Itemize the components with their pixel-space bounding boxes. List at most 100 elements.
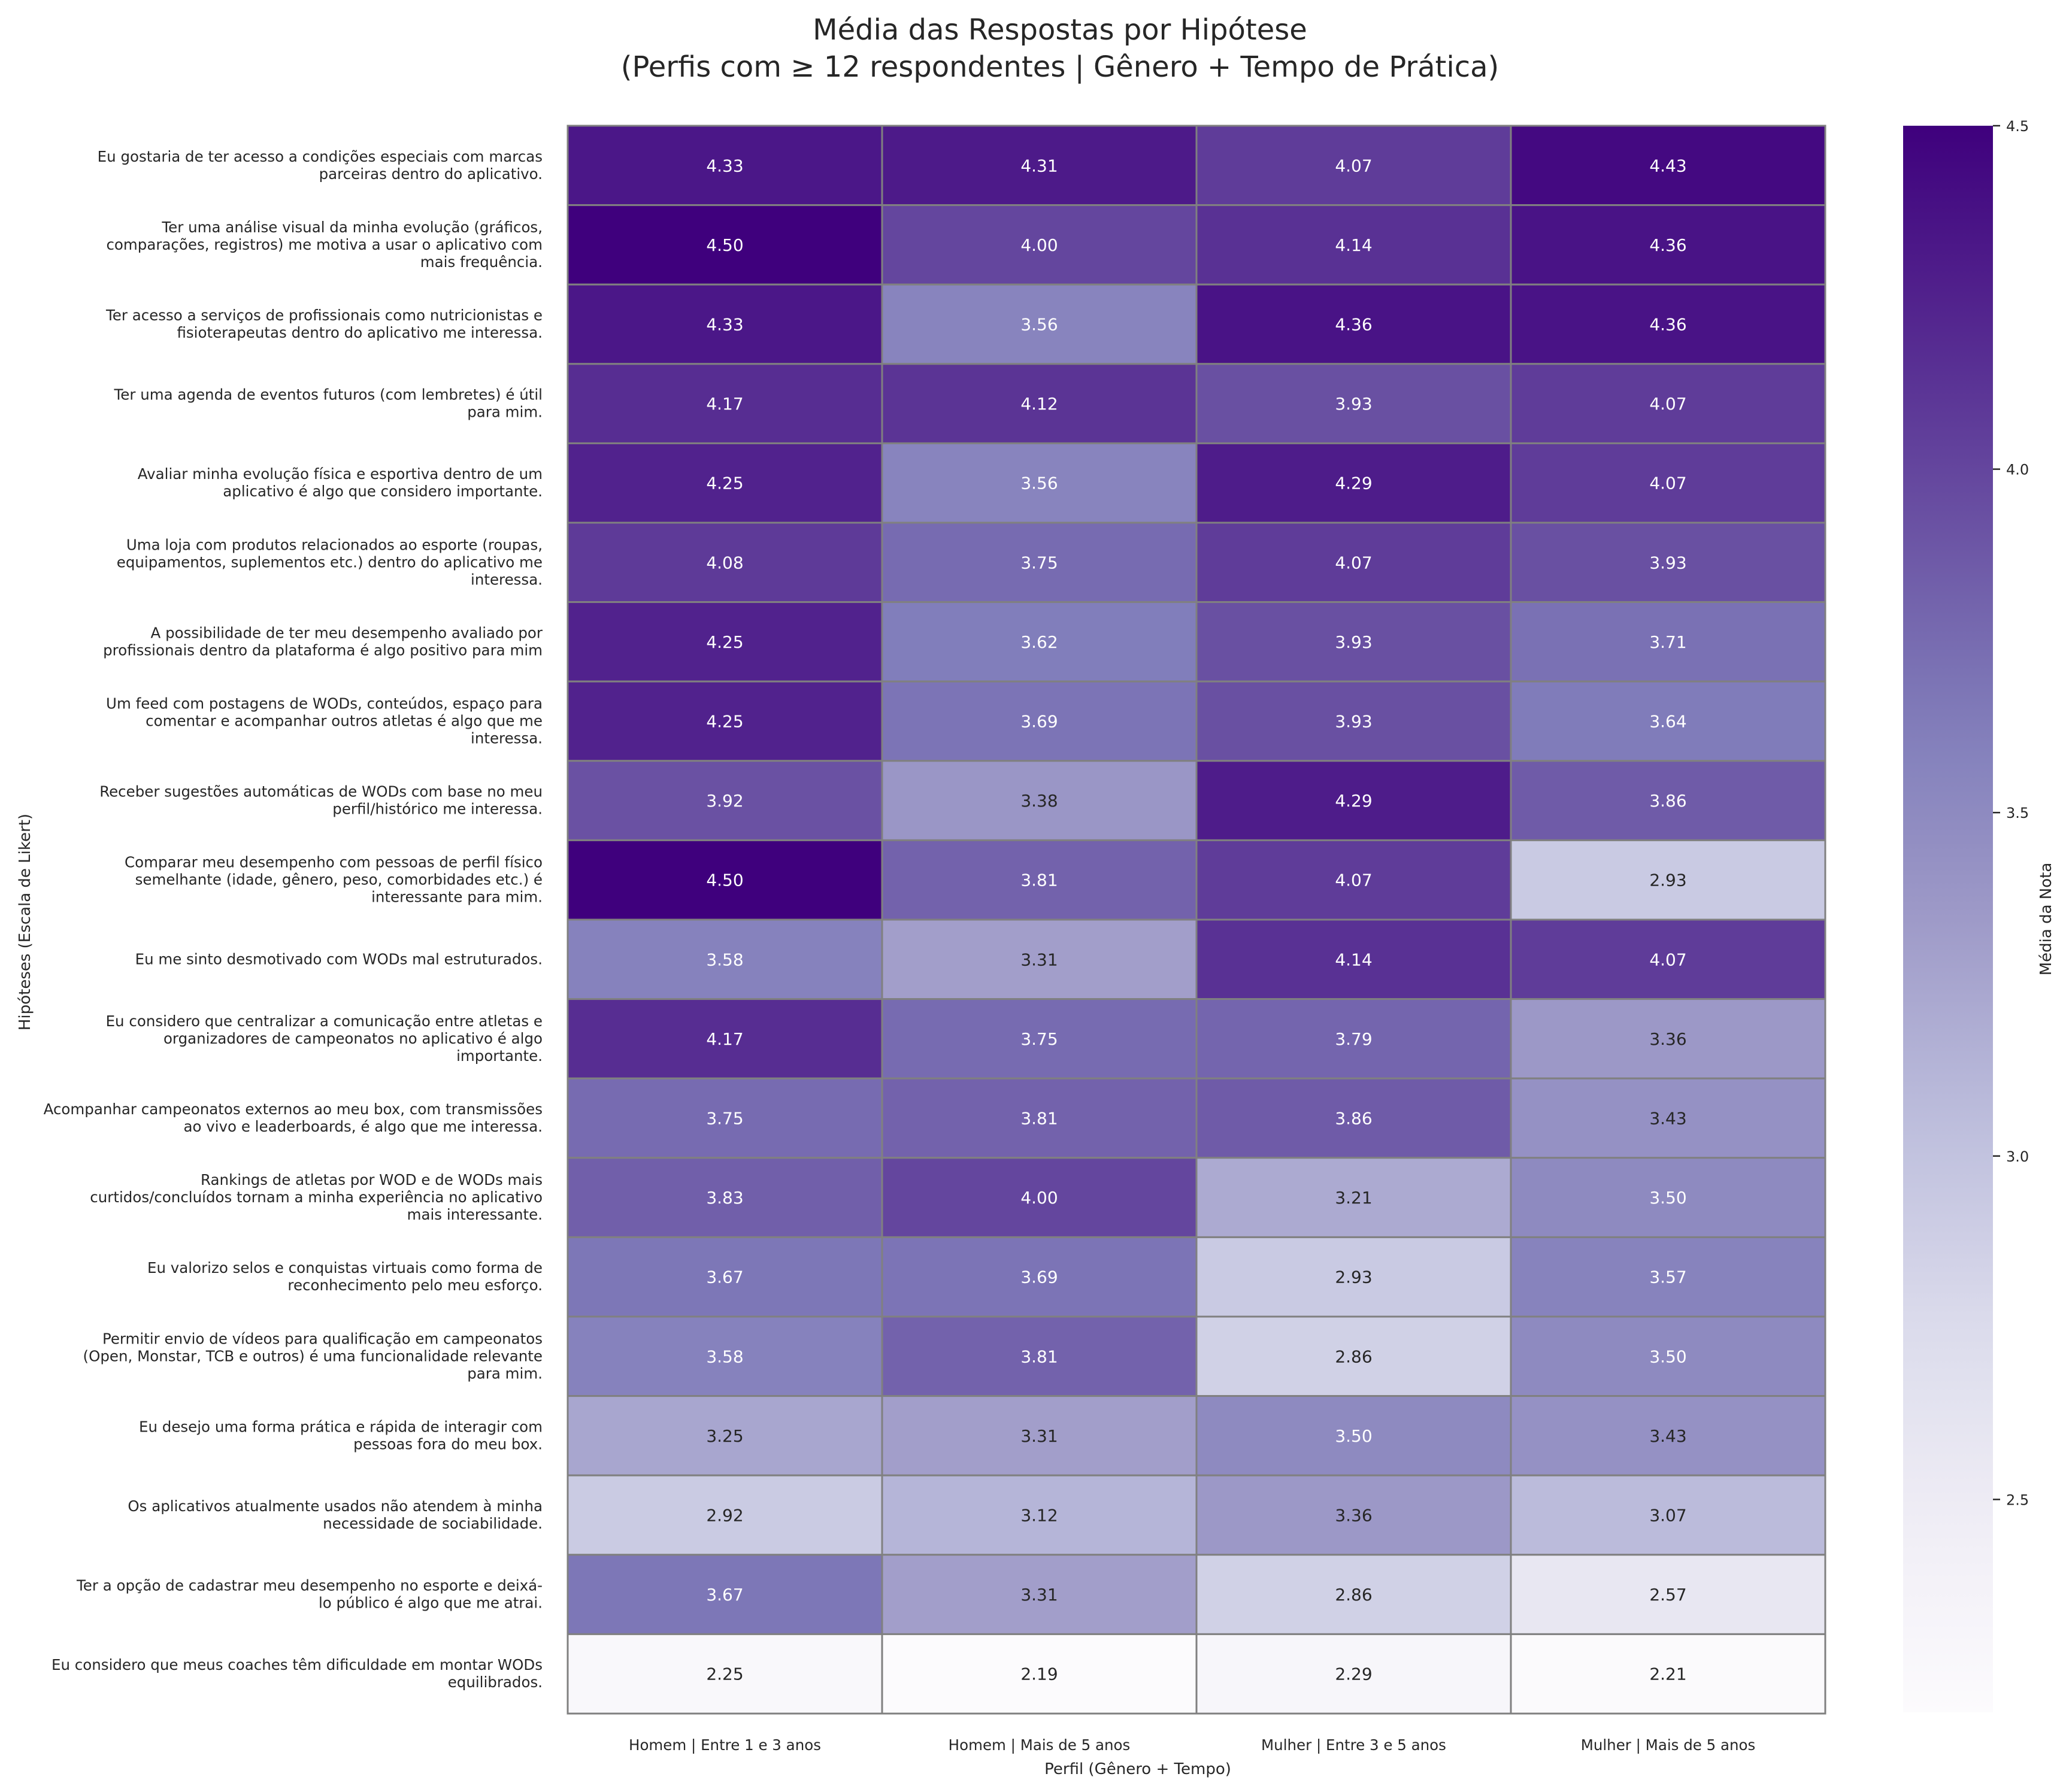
- colorbar-tick-label: 4.0: [2006, 462, 2029, 478]
- heatmap-cell: [1195, 1633, 1512, 1715]
- cell-value-label: 4.07: [1649, 394, 1686, 414]
- cell-value-label: 4.07: [1335, 553, 1372, 572]
- cell-value-label: 3.56: [1020, 474, 1058, 493]
- row-label: Ter acesso a serviços de profissionais c…: [105, 307, 543, 341]
- heatmap-cell: [1195, 1077, 1512, 1159]
- row-label: Ter uma análise visual da minha evolução…: [106, 219, 543, 271]
- cell-value-label: 3.50: [1649, 1347, 1686, 1366]
- cell-value-label: 3.81: [1020, 871, 1058, 890]
- cell-value-label: 3.12: [1020, 1506, 1058, 1526]
- heatmap-cell: [1510, 760, 1826, 841]
- heatmap-cell: [567, 680, 883, 762]
- column-label: Mulher | Entre 3 e 5 anos: [1261, 1736, 1446, 1754]
- heatmap-cell: [1510, 125, 1826, 207]
- cell-value-label: 4.17: [706, 394, 743, 414]
- chart-subtitle: (Perfis com ≥ 12 respondentes | Gênero +…: [621, 50, 1499, 84]
- heatmap-cell: [1510, 998, 1826, 1080]
- cell-value-label: 3.36: [1335, 1506, 1372, 1526]
- column-label: Homem | Mais de 5 anos: [949, 1736, 1131, 1754]
- heatmap-cells: 4.33 4.31 4.07 4.43 4.50 4.00 4.14 4.36 4.33 3.56…: [567, 125, 1826, 1715]
- row-label: Acompanhar campeonatos externos ao meu b…: [44, 1100, 543, 1135]
- column-labels: Homem | Entre 1 e 3 anos Homem | Mais de …: [629, 1736, 1755, 1754]
- cell-value-label: 4.31: [1020, 156, 1058, 175]
- row-label: Eu considero que meus coaches têm dificu…: [52, 1656, 543, 1691]
- cell-value-label: 3.93: [1649, 553, 1686, 572]
- heatmap-cell: [1510, 1395, 1826, 1476]
- cell-value-label: 2.19: [1020, 1664, 1058, 1684]
- row-labels: Eu gostaria de ter acesso a condições es…: [44, 148, 543, 1691]
- heatmap-cell: [1195, 521, 1512, 604]
- heatmap-cell: [1195, 1236, 1512, 1318]
- cell-value-label: 3.67: [706, 1268, 743, 1287]
- cell-value-label: 3.69: [1020, 1268, 1058, 1287]
- cell-value-label: 3.71: [1649, 632, 1686, 652]
- heatmap-cell: [1510, 1474, 1826, 1556]
- heatmap-cell: [567, 601, 883, 683]
- heatmap-cell: [1195, 125, 1512, 207]
- cell-value-label: 2.25: [706, 1664, 743, 1684]
- cell-value-label: 4.00: [1020, 1188, 1058, 1208]
- cell-value-label: 3.07: [1649, 1506, 1686, 1526]
- cell-value-label: 4.36: [1649, 235, 1686, 255]
- row-label: Eu me sinto desmotivado com WODs mal est…: [135, 950, 543, 968]
- cell-value-label: 4.14: [1335, 235, 1372, 255]
- heatmap-cell: [881, 283, 1198, 365]
- cell-value-label: 3.67: [706, 1585, 743, 1605]
- colorbar-tick-label: 4.5: [2006, 118, 2029, 135]
- cell-value-label: 2.93: [1649, 871, 1686, 890]
- cell-value-label: 4.07: [1649, 950, 1686, 969]
- heatmap-cell: [567, 1315, 883, 1397]
- cell-value-label: 3.69: [1020, 712, 1058, 732]
- cell-value-label: 4.29: [1335, 474, 1372, 493]
- cell-value-label: 2.93: [1335, 1268, 1372, 1287]
- row-label: Eu valorizo selos e conquistas virtuais …: [147, 1259, 543, 1294]
- cell-value-label: 3.50: [1335, 1426, 1372, 1446]
- colorbar-ticks: 2.5 3.0 3.5 4.0 4.5: [1993, 118, 2029, 1508]
- heatmap-cell: [881, 839, 1198, 921]
- cell-value-label: 4.29: [1335, 791, 1372, 811]
- colorbar: [1903, 126, 1993, 1712]
- cell-value-label: 3.79: [1335, 1029, 1372, 1049]
- heatmap-cell: [881, 998, 1198, 1080]
- cell-value-label: 2.29: [1335, 1664, 1372, 1684]
- cell-value-label: 3.21: [1335, 1188, 1372, 1208]
- row-label: Ter a opção de cadastrar meu desempenho …: [76, 1577, 543, 1612]
- heatmap-cell: [881, 918, 1198, 1000]
- heatmap-cell: [567, 839, 883, 921]
- cell-value-label: 4.08: [706, 553, 743, 572]
- cell-value-label: 3.31: [1020, 1585, 1058, 1605]
- heatmap-cell: [1195, 998, 1512, 1080]
- row-label: Receber sugestões automáticas de WODs co…: [99, 783, 543, 818]
- cell-value-label: 4.17: [706, 1029, 743, 1049]
- heatmap-cell: [881, 1474, 1198, 1556]
- cell-value-label: 4.07: [1335, 871, 1372, 890]
- cell-value-label: 3.75: [1020, 1029, 1058, 1049]
- heatmap-cell: [567, 521, 883, 604]
- heatmap-cell: [1510, 601, 1826, 683]
- heatmap-cell: [1195, 442, 1512, 524]
- heatmap-cell: [1510, 1633, 1826, 1715]
- x-axis-label: Perfil (Gênero + Tempo): [1044, 1760, 1231, 1778]
- cell-value-label: 3.31: [1020, 1426, 1058, 1446]
- row-label: Avaliar minha evolução física e esportiv…: [138, 465, 543, 500]
- cell-value-label: 3.57: [1649, 1268, 1686, 1287]
- heatmap-cell: [881, 363, 1198, 444]
- heatmap-cell: [567, 998, 883, 1080]
- row-label: Eu gostaria de ter acesso a condições es…: [98, 148, 543, 183]
- heatmap-cell: [1195, 760, 1512, 841]
- cell-value-label: 2.86: [1335, 1585, 1372, 1605]
- heatmap-cell: [881, 204, 1198, 286]
- cell-value-label: 4.12: [1020, 394, 1058, 414]
- cell-value-label: 3.25: [706, 1426, 743, 1446]
- column-label: Homem | Entre 1 e 3 anos: [629, 1736, 821, 1754]
- heatmap-cell: [881, 125, 1198, 207]
- cell-value-label: 4.07: [1335, 156, 1372, 175]
- heatmap-cell: [1195, 1395, 1512, 1476]
- cell-value-label: 4.25: [706, 474, 743, 493]
- cell-value-label: 3.56: [1020, 315, 1058, 335]
- cell-value-label: 3.38: [1020, 791, 1058, 811]
- cell-value-label: 4.50: [706, 871, 743, 890]
- heatmap-cell: [567, 1554, 883, 1635]
- heatmap-cell: [1510, 283, 1826, 365]
- cell-value-label: 2.86: [1335, 1347, 1372, 1366]
